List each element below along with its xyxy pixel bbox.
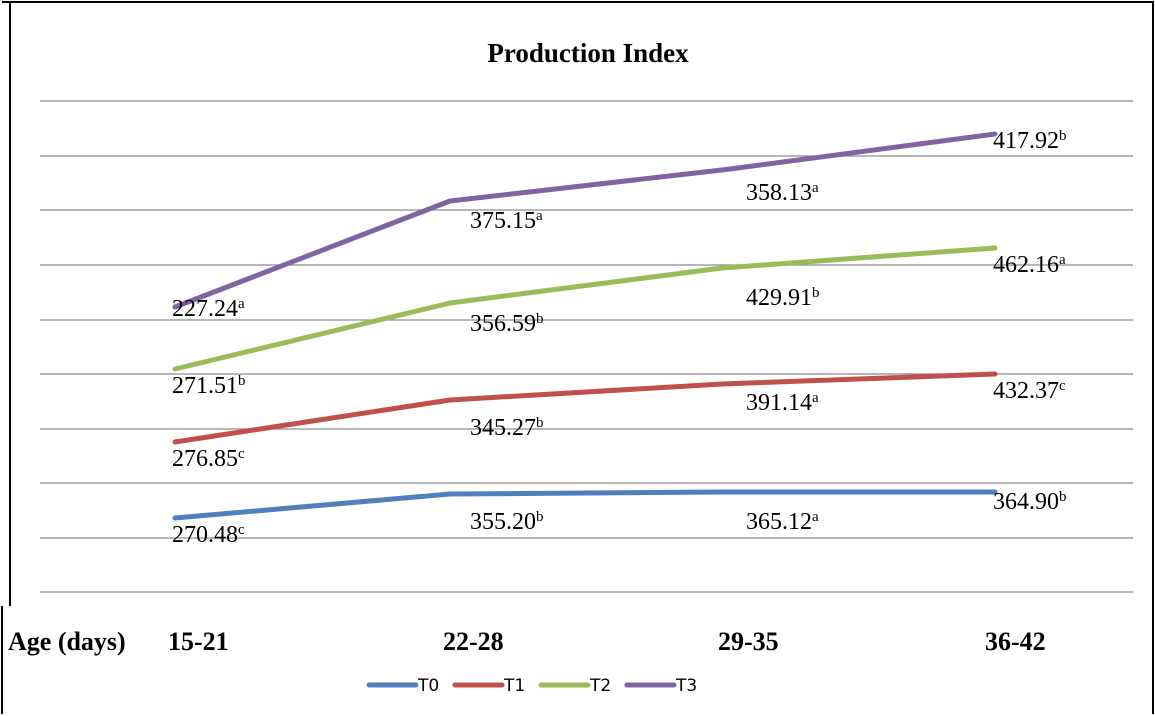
series-lines	[172, 131, 998, 521]
data-label-t3-1: 227.24a	[172, 296, 245, 322]
data-label-t2-1: 271.51b	[172, 373, 246, 399]
data-label-t2-2: 356.59b	[470, 311, 544, 337]
legend-label-t1: T1	[503, 676, 525, 696]
data-label-t2-3: 429.91b	[746, 285, 820, 311]
data-label-t1-1: 276.85c	[172, 446, 245, 472]
data-labels: 270.48c 355.20b 365.12a 364.90b 276.85c 345.2…	[172, 128, 1067, 548]
category-label-3: 29-35	[718, 627, 779, 656]
legend-label-t0: T0	[417, 676, 439, 696]
legend-label-t2: T2	[589, 676, 611, 696]
series-line-t3	[172, 131, 998, 310]
legend-item-t3: T3	[624, 676, 697, 696]
legend-item-t1: T1	[452, 676, 525, 696]
legend-item-t2: T2	[538, 676, 611, 696]
data-label-t1-3: 391.14a	[746, 390, 819, 416]
legend-label-t3: T3	[675, 676, 697, 696]
data-label-t0-2: 355.20b	[470, 509, 544, 535]
series-line-t2	[172, 245, 998, 372]
data-label-t0-1: 270.48c	[172, 522, 245, 548]
legend: T0 T1 T2 T3	[366, 676, 697, 696]
gridlines	[40, 100, 1133, 593]
data-label-t1-4: 432.37c	[993, 378, 1066, 404]
category-label-2: 22-28	[443, 627, 504, 656]
data-label-t2-4: 462.16a	[993, 252, 1066, 278]
category-label-1: 15-21	[168, 627, 229, 656]
data-label-t0-3: 365.12a	[746, 509, 819, 535]
series-line-t1	[172, 371, 998, 445]
data-label-t0-4: 364.90b	[993, 489, 1067, 515]
category-label-4: 36-42	[985, 627, 1046, 656]
data-label-t3-4: 417.92b	[993, 128, 1067, 154]
category-labels: 15-21 22-28 29-35 36-42	[168, 627, 1046, 656]
chart-title: Production Index	[487, 38, 689, 68]
data-label-t3-3: 358.13a	[746, 180, 819, 206]
x-axis-label: Age (days)	[8, 627, 126, 656]
data-label-t1-2: 345.27b	[470, 415, 544, 441]
data-label-t3-2: 375.15a	[470, 208, 543, 234]
series-line-t0	[172, 489, 998, 521]
legend-item-t0: T0	[366, 676, 439, 696]
